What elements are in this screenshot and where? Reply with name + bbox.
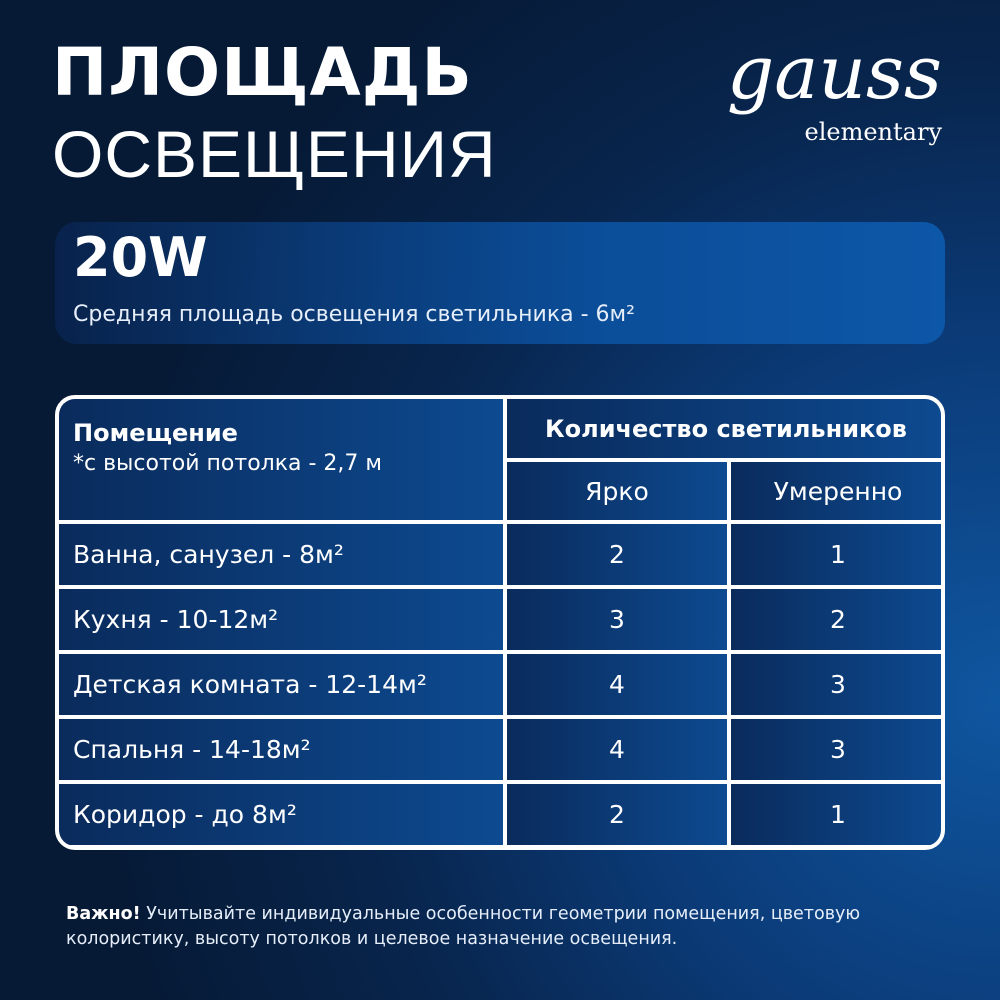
- logo-brand: gauss: [726, 30, 942, 116]
- row-room-cell: Ванна, санузел - 8м²: [59, 524, 503, 585]
- note-bold: Важно!: [66, 904, 141, 924]
- row-room-cell: Коридор - до 8м²: [59, 784, 503, 845]
- room-header: Помещение: [73, 419, 238, 447]
- row-moderate-cell: 1: [731, 524, 941, 585]
- row-room-cell: Спальня - 14-18м²: [59, 719, 503, 780]
- row-moderate-cell: 2: [731, 589, 941, 650]
- gauss-logo: gauss elementary: [727, 30, 942, 146]
- title-line2: ОСВЕЩЕНИЯ: [52, 117, 497, 191]
- power-panel: 20W Средняя площадь освещения светильник…: [55, 222, 945, 344]
- row-moderate-cell: 3: [731, 654, 941, 715]
- row-moderate-cell: 1: [731, 784, 941, 845]
- power-subtitle: Средняя площадь освещения светильника - …: [73, 302, 635, 327]
- power-value: 20W: [73, 226, 208, 289]
- row-room-cell: Кухня - 10-12м²: [59, 589, 503, 650]
- row-bright-cell: 4: [507, 719, 727, 780]
- lighting-table: Помещение *с высотой потолка - 2,7 м Кол…: [55, 395, 945, 850]
- count-header: Количество светильников: [507, 399, 941, 458]
- col-bright: Ярко: [507, 462, 727, 520]
- title-line1: ПЛОЩАДЬ: [52, 34, 473, 111]
- row-bright-cell: 2: [507, 784, 727, 845]
- row-bright-cell: 4: [507, 654, 727, 715]
- row-room-cell: Детская комната - 12-14м²: [59, 654, 503, 715]
- note-text: Учитывайте индивидуальные особенности ге…: [66, 904, 861, 949]
- col-moderate: Умеренно: [731, 462, 941, 520]
- row-bright-cell: 3: [507, 589, 727, 650]
- logo-sub: elementary: [804, 118, 942, 146]
- row-moderate-cell: 3: [731, 719, 941, 780]
- room-note: *с высотой потолка - 2,7 м: [73, 451, 382, 476]
- row-bright-cell: 2: [507, 524, 727, 585]
- room-header-cell: Помещение *с высотой потолка - 2,7 м: [59, 399, 503, 520]
- important-note: Важно! Учитывайте индивидуальные особенн…: [66, 902, 946, 952]
